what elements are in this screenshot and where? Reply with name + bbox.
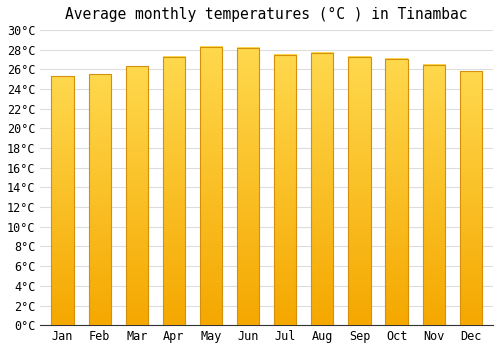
Bar <box>237 48 260 325</box>
Bar <box>200 47 222 325</box>
Bar <box>52 76 74 325</box>
Bar <box>126 66 148 325</box>
Bar <box>460 71 482 325</box>
Bar <box>386 58 407 325</box>
Bar <box>422 64 445 325</box>
Bar <box>163 57 185 325</box>
Bar <box>274 55 296 325</box>
Title: Average monthly temperatures (°C ) in Tinambac: Average monthly temperatures (°C ) in Ti… <box>66 7 468 22</box>
Bar <box>88 74 111 325</box>
Bar <box>311 53 334 325</box>
Bar <box>348 57 370 325</box>
